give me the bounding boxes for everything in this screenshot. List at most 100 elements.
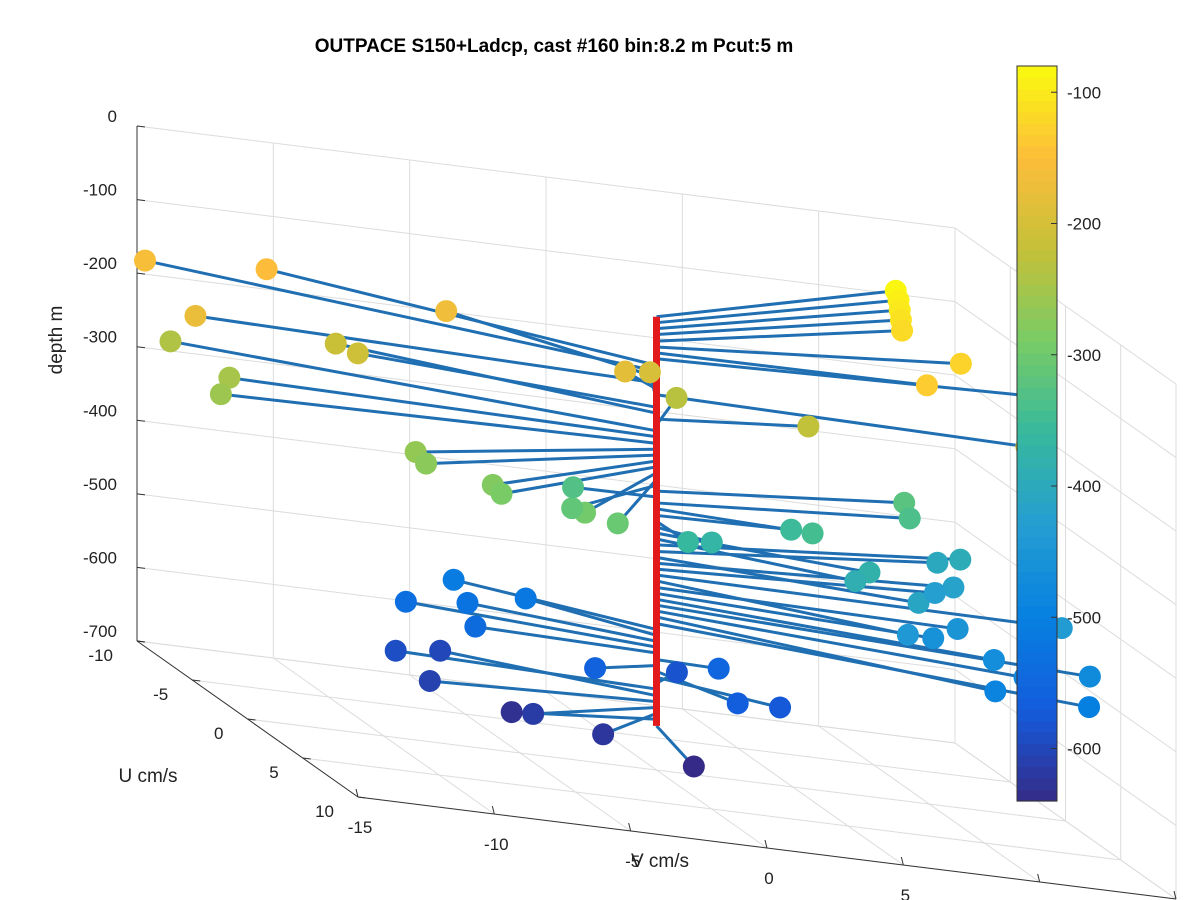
data-point <box>898 507 921 530</box>
z-tick-label: -500 <box>83 475 117 494</box>
velocity-vector <box>656 345 961 366</box>
velocity-vector <box>467 601 657 643</box>
z-tick <box>136 493 146 496</box>
colorbar: -100 -200 -300 -400 -500 -600 <box>1016 65 1101 802</box>
y-tick-label: -5 <box>153 685 168 704</box>
z-tick <box>136 346 146 349</box>
colorbar-segment <box>1017 341 1057 354</box>
side-wall-gridline <box>954 448 1177 606</box>
x-tick <box>628 822 632 832</box>
colorbar-segment <box>1017 513 1057 526</box>
colorbar-segment <box>1017 238 1057 251</box>
data-point <box>797 415 820 438</box>
y-axis-label: U cm/s <box>118 766 177 787</box>
data-point <box>442 568 465 591</box>
data-point <box>896 623 919 646</box>
velocity-vector <box>656 318 901 336</box>
z-tick-label: 0 <box>108 107 117 126</box>
y-tick <box>136 640 146 643</box>
data-point <box>209 383 232 406</box>
colorbar-segment <box>1017 651 1057 664</box>
side-wall-gridline <box>954 521 1177 679</box>
data-point <box>429 639 452 662</box>
velocity-vector <box>426 453 657 466</box>
z-tick <box>136 125 146 128</box>
data-point <box>769 696 792 719</box>
data-point <box>415 452 438 475</box>
data-point <box>464 615 487 638</box>
x-tick-label: -5 <box>625 852 640 871</box>
colorbar-segment <box>1017 272 1057 285</box>
velocity-vector <box>195 314 657 385</box>
data-point <box>514 587 537 610</box>
data-point <box>384 639 407 662</box>
velocity-vector <box>572 485 657 499</box>
data-point <box>922 627 945 650</box>
y-tick <box>192 679 201 682</box>
data-point <box>500 701 523 724</box>
colorbar-segment <box>1017 284 1057 297</box>
data-point <box>592 723 615 746</box>
back-wall-gridline <box>136 272 956 376</box>
x-axis-label: V cm/s <box>631 851 689 872</box>
data-point <box>984 680 1007 703</box>
velocity-vector <box>656 591 934 640</box>
colorbar-segment <box>1017 582 1057 595</box>
data-point <box>1078 696 1101 719</box>
colorbar-segment <box>1017 674 1057 687</box>
z-tick-label: -100 <box>83 181 117 200</box>
data-point <box>522 702 545 725</box>
colorbar-segment <box>1017 215 1057 228</box>
data-point <box>707 657 730 680</box>
data-point <box>926 551 949 574</box>
data-point <box>801 522 824 545</box>
velocity-vector <box>475 625 657 655</box>
colorbar-segment <box>1017 387 1057 400</box>
colorbar-segment <box>1017 295 1057 308</box>
velocity-vector <box>525 597 657 637</box>
z-tick-label: -700 <box>83 622 117 641</box>
colorbar-segment <box>1017 410 1057 423</box>
colorbar-segment <box>1017 169 1057 182</box>
colorbar-segment <box>1017 617 1057 630</box>
data-point <box>891 319 914 342</box>
z-tick-label: -400 <box>83 401 117 420</box>
y-tick-label: 10 <box>315 802 334 821</box>
chart-title: OUTPACE S150+Ladcp, cast #160 bin:8.2 m … <box>315 36 794 57</box>
velocity-vector <box>415 447 657 454</box>
velocity-vector <box>453 578 657 631</box>
velocity-vector <box>656 308 900 331</box>
colorbar-segment <box>1017 249 1057 262</box>
axis-ticks: 0-100-200-300-400-500-600-700-10-50510-1… <box>83 107 1177 900</box>
colorbar-segment <box>1017 559 1057 572</box>
colorbar-tick-label: -300 <box>1067 346 1101 365</box>
colorbar-segment <box>1017 663 1057 676</box>
data-point <box>346 342 369 365</box>
colorbar-segment <box>1017 709 1057 722</box>
x-tick-label: 5 <box>901 886 910 900</box>
y-tick <box>302 757 311 760</box>
velocity-vector <box>656 298 899 325</box>
velocity-vector <box>656 586 958 631</box>
velocity-vector <box>229 376 657 439</box>
colorbar-segment <box>1017 479 1057 492</box>
colorbar-segment <box>1017 686 1057 699</box>
z-tick-label: -300 <box>83 328 117 347</box>
velocity-vector <box>656 561 954 589</box>
data-point <box>435 300 458 323</box>
colorbar-segment <box>1017 525 1057 538</box>
z-tick-label: -200 <box>83 254 117 273</box>
colorbar-segment <box>1017 330 1057 343</box>
data-point <box>665 386 688 409</box>
side-wall-gridline <box>954 301 1177 458</box>
colorbar-segment <box>1017 307 1057 320</box>
colorbar-segment <box>1017 628 1057 641</box>
data-point <box>907 591 930 614</box>
x-tick-label: 0 <box>764 869 773 888</box>
colorbar-tick-label: -400 <box>1067 477 1101 496</box>
velocity-vector <box>656 329 903 343</box>
velocity-vector <box>335 342 657 415</box>
x-tick <box>355 788 359 798</box>
side-wall-gridline <box>954 227 1177 385</box>
